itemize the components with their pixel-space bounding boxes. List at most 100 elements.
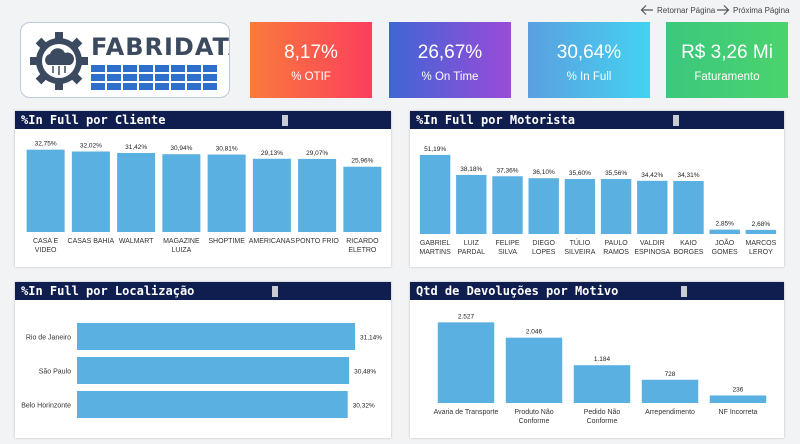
category-label-cliente-0: CASA E [33,238,59,245]
next-page-link[interactable]: Próxima Página [716,4,789,16]
category-label-localizacao-2: Belo Horinzonte [21,403,71,410]
category-label-devolucoes-3: Arrependimento [645,409,695,416]
bar-cliente-3 [162,154,201,232]
focus-handle-icon[interactable] [673,115,679,126]
value-label-motorista-0: 51,19% [424,146,446,153]
category-label-devolucoes-4: NF Incorreta [719,409,758,416]
bar-cliente-7 [343,166,382,232]
category-label-localizacao-1: São Paulo [39,369,71,376]
kpi-on-time-value: 26,67% [417,42,483,63]
value-label-motorista-5: 35,56% [605,170,627,177]
kpi-otif-card: 8,17% % OTIF [250,22,372,98]
devolucoes-chart-title: Qtd de Devoluções por Motivo [416,284,619,298]
bar-motorista-7 [673,180,704,234]
category-label-motorista-9-b: LEROY [749,249,773,256]
category-label-cliente-6: PONTO FRIO [295,238,339,245]
motorista-chart: 51,19% GABRIEL MARTINS 38,18% LUIZ PARDAL 37,3… [419,146,777,256]
kpi-faturamento-label: Faturamento [694,71,760,83]
value-label-motorista-1: 38,18% [460,166,482,173]
value-label-cliente-7: 25,96% [351,158,373,165]
value-label-localizacao-0: 31,14% [360,335,382,342]
value-label-motorista-2: 37,36% [496,167,518,174]
devolucoes-chart-header: Qtd de Devoluções por Motivo [410,282,784,300]
cliente-chart-title: %In Full por Cliente [21,113,166,127]
localizacao-chart-title: %In Full por Localização [21,284,195,298]
category-label-motorista-4: TÚLIO [570,238,591,247]
bar-devolucoes-2 [573,365,631,403]
focus-handle-icon[interactable] [681,286,687,297]
back-page-label: Retornar Página [657,5,716,15]
cliente-chart-header: %In Full por Cliente [15,111,391,129]
grid-blocks [91,65,217,90]
localizacao-chart-panel: %In Full por Localização Rio de Janeiro 3… [15,282,391,438]
next-page-label: Próxima Página [733,5,790,15]
focus-handle-icon[interactable] [272,286,278,297]
category-label-motorista-3-b: LOPES [532,249,556,256]
bar-motorista-0 [419,154,451,234]
category-label-devolucoes-0: Avaria de Transporte [434,409,499,416]
category-label-motorista-3: DIEGO [532,240,555,247]
category-label-motorista-0: GABRIEL [420,240,450,247]
category-label-motorista-5-b: RAMOS [603,249,629,256]
value-label-cliente-5: 29,13% [261,150,283,157]
category-label-motorista-4-b: SILVEIRA [564,249,595,256]
category-label-cliente-7: RICARDO [346,238,379,245]
bar-motorista-8 [709,229,740,234]
value-label-devolucoes-4: 236 [733,386,744,393]
value-label-devolucoes-3: 728 [665,371,676,378]
category-label-localizacao-0: Rio de Janeiro [26,335,71,342]
bar-motorista-2 [492,176,523,234]
arrow-right-icon [717,5,730,15]
back-page-link[interactable]: Retornar Página [640,4,715,16]
category-label-cliente-2: WALMART [119,238,154,245]
value-label-devolucoes-2: 1.184 [594,356,611,363]
category-label-motorista-6-b: ESPINOSA [634,249,670,256]
bar-devolucoes-1 [505,337,563,403]
devolucoes-chart: 2.527 Avaria de Transporte 2.046 Produto Nã… [434,313,767,425]
value-label-localizacao-1: 30,48% [354,369,376,376]
category-label-cliente-5: AMERICANAS [249,238,296,245]
bar-motorista-3 [528,178,559,234]
bar-motorista-6 [637,180,668,234]
category-label-motorista-2: FELIPE [495,240,519,247]
category-label-motorista-9: MARCOS [746,240,777,247]
kpi-in-full-card: 30,64% % In Full [528,22,650,98]
category-label-motorista-1: LUIZ [464,240,480,247]
category-label-devolucoes-2-b: Conforme [587,418,618,425]
bar-devolucoes-4 [709,395,767,403]
motorista-chart-title: %In Full por Motorista [416,113,575,127]
bar-localizacao-2 [77,391,348,418]
bar-motorista-5 [600,179,632,234]
category-label-devolucoes-1-b: Conforme [519,418,550,425]
category-label-cliente-1: CASAS BAHIA [68,238,115,245]
value-label-devolucoes-0: 2.527 [458,313,475,320]
category-label-motorista-7: KAIO [680,240,697,247]
kpi-on-time-card: 26,67% % On Time [389,22,511,98]
bar-motorista-4 [564,178,596,234]
bar-localizacao-0 [77,323,355,350]
kpi-in-full-label: % In Full [566,71,612,83]
bar-cliente-1 [71,151,110,232]
value-label-cliente-3: 30,94% [170,145,192,152]
bar-motorista-9 [745,229,777,234]
gear-cloud-logo-icon [30,32,217,90]
value-label-motorista-7: 34,31% [677,172,699,179]
category-label-motorista-5: PAULO [604,240,628,247]
logo-text: FABRIDATA [91,33,229,61]
value-label-cliente-0: 32,75% [35,141,57,148]
focus-handle-icon[interactable] [282,115,288,126]
kpi-otif-value: 8,17% [284,42,338,63]
category-label-cliente-0-b: VIDEO [35,247,57,254]
category-label-devolucoes-1: Produto Não [514,409,553,416]
motorista-chart-panel: %In Full por Motorista 51,19% GABRIEL MART… [410,111,784,267]
devolucoes-chart-panel: Qtd de Devoluções por Motivo 2.527 Avaria… [410,282,784,438]
cliente-chart-panel: %In Full por Cliente 32,75% CASA E VIDEO 32… [15,111,391,267]
value-label-cliente-1: 32,02% [80,142,102,149]
value-label-motorista-4: 35,60% [569,170,591,177]
cliente-chart: 32,75% CASA E VIDEO 32,02% CASAS BAHIA 31,42%… [26,141,382,254]
value-label-motorista-9: 2,68% [752,221,771,228]
bar-motorista-1 [456,174,487,234]
kpi-otif-label: % OTIF [291,71,331,83]
bar-cliente-0 [26,149,65,232]
kpi-faturamento-card: R$ 3,26 Mi Faturamento [666,22,788,98]
